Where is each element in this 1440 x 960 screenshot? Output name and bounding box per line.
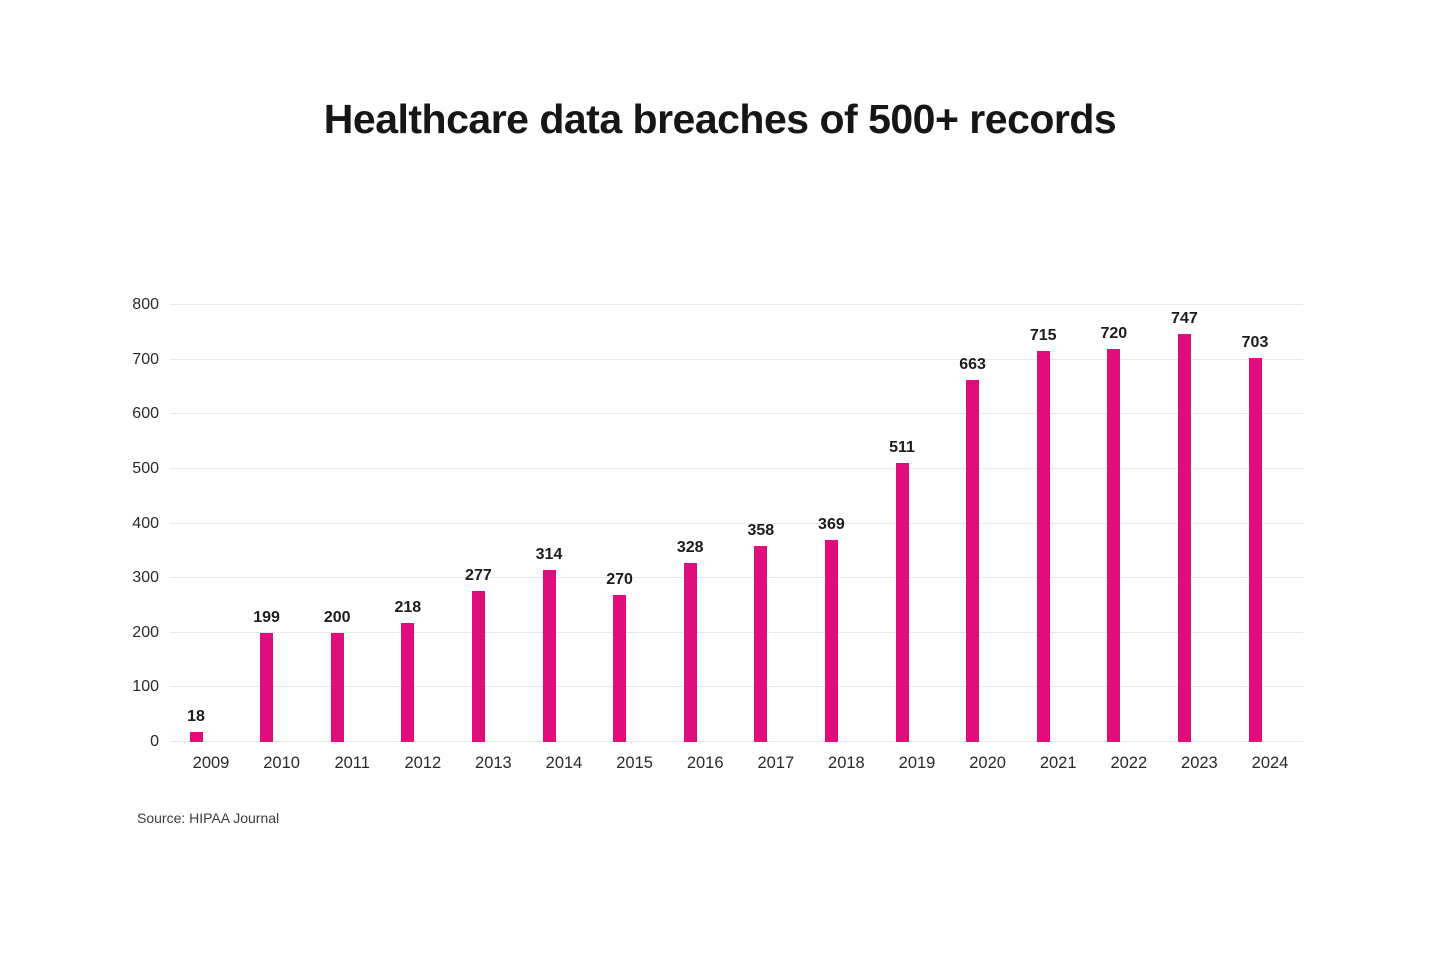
x-axis-tick-label: 2010 bbox=[263, 754, 300, 772]
bar-value-label: 18 bbox=[187, 708, 205, 726]
y-axis-tick-label: 400 bbox=[132, 514, 159, 532]
gridline-400 bbox=[170, 522, 1303, 524]
bar-2016 bbox=[683, 562, 697, 742]
y-axis-tick-label: 600 bbox=[132, 405, 159, 423]
gridline-800 bbox=[170, 304, 1303, 305]
y-axis-tick-label: 800 bbox=[132, 296, 159, 313]
plot-area: 0 100 200 300 400 500 600 700 800 18 2009 199 2010 20… bbox=[132, 297, 1303, 772]
x-axis-tick-label: 2020 bbox=[969, 754, 1006, 772]
y-axis-tick-label: 0 bbox=[150, 733, 159, 750]
x-axis-tick-label: 2012 bbox=[404, 754, 442, 772]
chart-title: Healthcare data breaches of 500+ records bbox=[323, 96, 1117, 142]
bar-2019 bbox=[895, 462, 909, 742]
bar-value-label: 663 bbox=[959, 355, 986, 373]
y-axis-tick-label: 200 bbox=[132, 623, 159, 641]
x-axis-tick-label: 2023 bbox=[1181, 754, 1218, 772]
x-axis-tick-label: 2009 bbox=[192, 754, 230, 772]
bar-value-label: 277 bbox=[465, 566, 492, 584]
bar-2014 bbox=[542, 570, 556, 742]
bar-value-label: 358 bbox=[747, 522, 775, 540]
x-axis-tick-label: 2016 bbox=[686, 754, 724, 772]
gridline-0 bbox=[170, 741, 1303, 742]
bar-value-label: 511 bbox=[889, 438, 915, 456]
bar-value-label: 328 bbox=[676, 538, 704, 556]
bar-2020 bbox=[966, 379, 980, 742]
y-axis-tick-label: 500 bbox=[132, 459, 159, 477]
bar-2021 bbox=[1036, 351, 1050, 742]
bar-value-label: 218 bbox=[394, 598, 422, 616]
x-axis-tick-label: 2017 bbox=[757, 754, 795, 772]
source-note: Source: HIPAA Journal bbox=[137, 810, 280, 826]
x-axis-tick-label: 2013 bbox=[475, 754, 512, 772]
gridline-600 bbox=[170, 413, 1303, 415]
bar-value-label: 369 bbox=[818, 516, 845, 534]
bar-2013 bbox=[471, 590, 485, 742]
x-axis-tick-label: 2021 bbox=[1039, 754, 1077, 772]
x-axis-tick-label: 2015 bbox=[616, 754, 653, 772]
y-axis-tick-label: 300 bbox=[132, 569, 159, 587]
gridline-500 bbox=[170, 467, 1303, 469]
x-axis-tick-label: 2018 bbox=[828, 754, 865, 772]
y-axis-tick-label: 100 bbox=[132, 678, 159, 696]
bar-2017 bbox=[754, 546, 768, 742]
bar-2012 bbox=[401, 622, 415, 742]
bar-2022 bbox=[1107, 348, 1121, 742]
gridline-100 bbox=[170, 686, 1303, 688]
x-axis-tick-label: 2014 bbox=[545, 754, 583, 772]
gridline-200 bbox=[170, 631, 1303, 633]
bar-2023 bbox=[1177, 333, 1191, 742]
bar-value-label: 314 bbox=[535, 546, 563, 564]
bar-value-label: 703 bbox=[1241, 334, 1269, 351]
x-axis-tick-label: 2011 bbox=[334, 754, 370, 772]
bar-2024 bbox=[1248, 358, 1262, 742]
bar-2011 bbox=[330, 632, 344, 742]
bar-value-label: 747 bbox=[1171, 309, 1198, 327]
x-axis-tick-label: 2022 bbox=[1110, 754, 1148, 772]
bar-value-label: 200 bbox=[323, 608, 351, 626]
bar-value-label: 270 bbox=[606, 570, 633, 588]
bar-2018 bbox=[824, 540, 838, 742]
gridline-300 bbox=[170, 577, 1303, 579]
y-axis-tick-label: 700 bbox=[132, 350, 159, 368]
bar-value-label: 199 bbox=[253, 609, 280, 627]
bar-value-label: 715 bbox=[1029, 327, 1057, 345]
bar-2010 bbox=[260, 633, 274, 742]
bar-2015 bbox=[613, 594, 627, 742]
bar-2009 bbox=[189, 732, 203, 742]
bar-value-label: 720 bbox=[1100, 324, 1128, 342]
x-axis-tick-label: 2024 bbox=[1251, 754, 1289, 772]
x-axis-tick-label: 2019 bbox=[898, 754, 936, 772]
gridline-700 bbox=[170, 358, 1303, 360]
